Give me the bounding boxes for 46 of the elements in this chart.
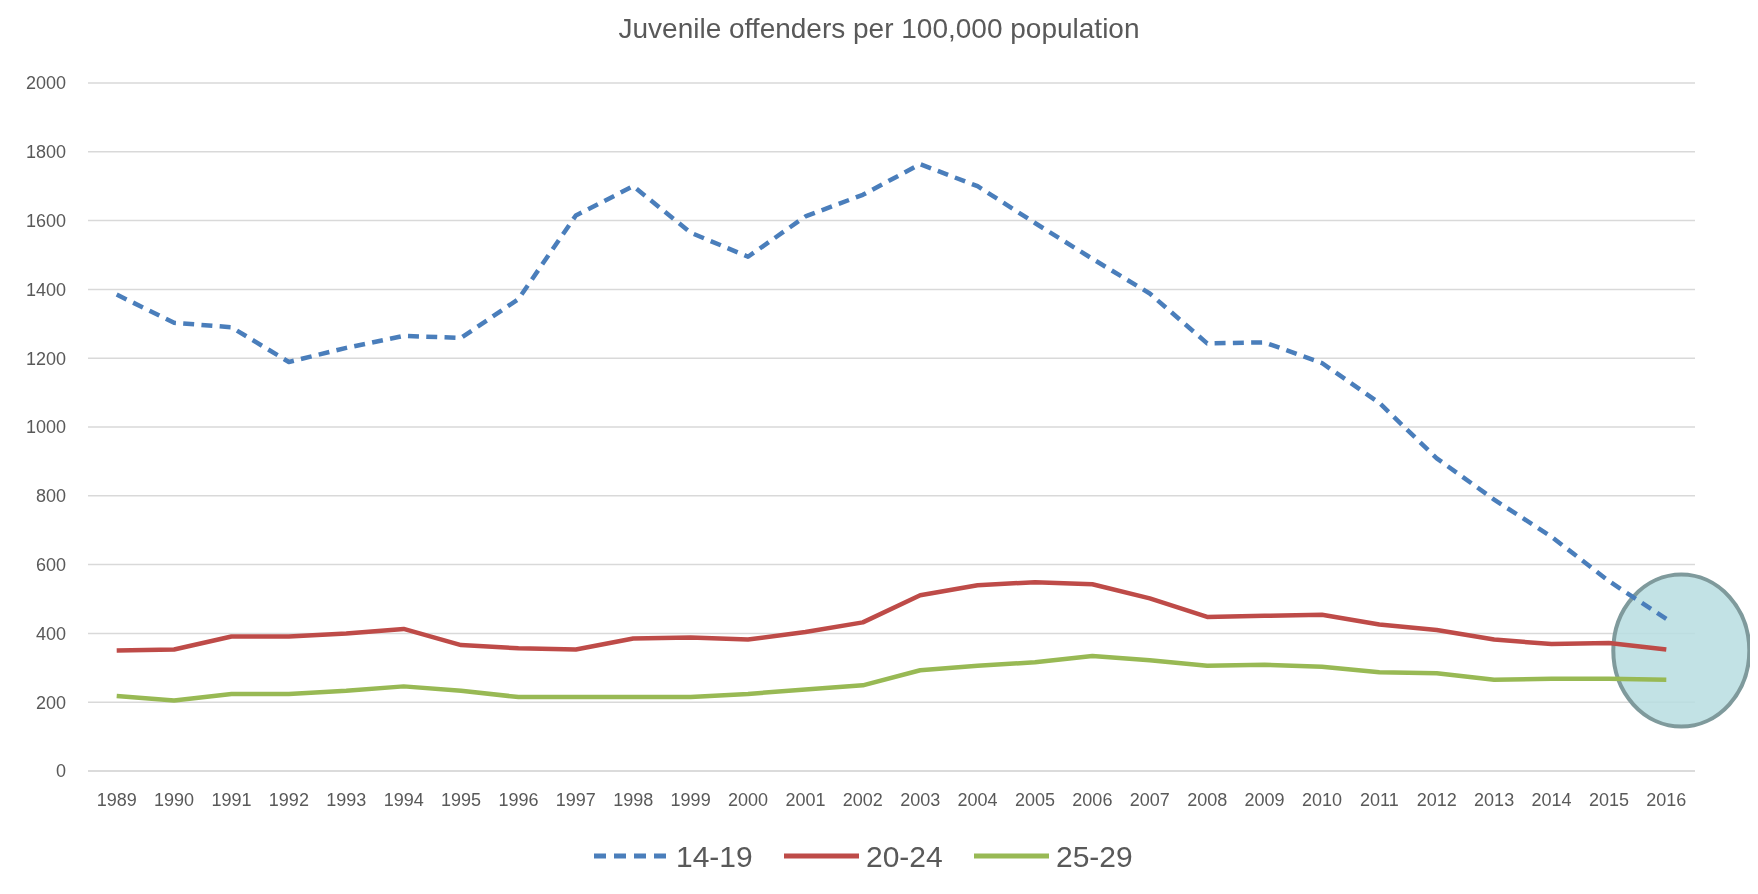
y-tick-label: 400 <box>35 623 66 644</box>
legend-label: 14-19 <box>676 839 753 873</box>
x-tick-label: 1998 <box>613 790 654 810</box>
x-tick-label: 1990 <box>154 790 195 810</box>
y-tick-label: 200 <box>35 692 66 713</box>
x-tick-label: 1996 <box>498 790 539 810</box>
x-tick-label: 2013 <box>1474 790 1515 810</box>
legend-label: 25-29 <box>1056 839 1133 873</box>
x-tick-label: 2006 <box>1072 790 1113 810</box>
x-tick-label: 2001 <box>785 790 826 810</box>
line-series <box>114 161 1669 622</box>
x-tick-label: 2010 <box>1301 790 1342 810</box>
x-tick-label: 2007 <box>1129 790 1170 810</box>
line-series <box>114 653 1669 703</box>
x-tick-label: 1993 <box>326 790 367 810</box>
x-tick-label: 1992 <box>268 790 309 810</box>
x-tick-label: 2014 <box>1531 790 1572 810</box>
x-tick-label: 1994 <box>383 790 424 810</box>
x-tick-label: 2008 <box>1187 790 1228 810</box>
legend-label: 20-24 <box>866 839 943 873</box>
y-tick-label: 800 <box>35 486 66 507</box>
x-tick-label: 2016 <box>1646 790 1687 810</box>
x-tick-label: 1995 <box>441 790 482 810</box>
x-tick-label: 1991 <box>211 790 252 810</box>
line-series <box>114 579 1669 653</box>
x-tick-label: 1997 <box>555 790 596 810</box>
x-tick-label: 2002 <box>842 790 883 810</box>
y-tick-label: 0 <box>55 761 66 782</box>
chart-title: Juvenile offenders per 100,000 population <box>618 13 1140 44</box>
x-tick-label: 1999 <box>670 790 711 810</box>
y-tick-label: 1800 <box>25 142 66 163</box>
x-tick-label: 2009 <box>1244 790 1285 810</box>
x-tick-label: 2012 <box>1416 790 1457 810</box>
x-tick-label: 2015 <box>1588 790 1629 810</box>
y-tick-label: 1000 <box>25 417 66 438</box>
x-tick-label: 2004 <box>957 790 998 810</box>
x-tick-label: 1989 <box>96 790 137 810</box>
y-tick-label: 1200 <box>25 348 66 369</box>
y-tick-label: 1400 <box>25 279 66 300</box>
x-tick-label: 2003 <box>900 790 941 810</box>
y-tick-label: 2000 <box>25 73 66 94</box>
x-tick-label: 2005 <box>1014 790 1056 810</box>
x-tick-label: 2011 <box>1359 790 1399 810</box>
y-tick-label: 600 <box>35 554 66 575</box>
y-tick-label: 1600 <box>25 210 66 231</box>
x-tick-label: 2000 <box>727 790 769 810</box>
